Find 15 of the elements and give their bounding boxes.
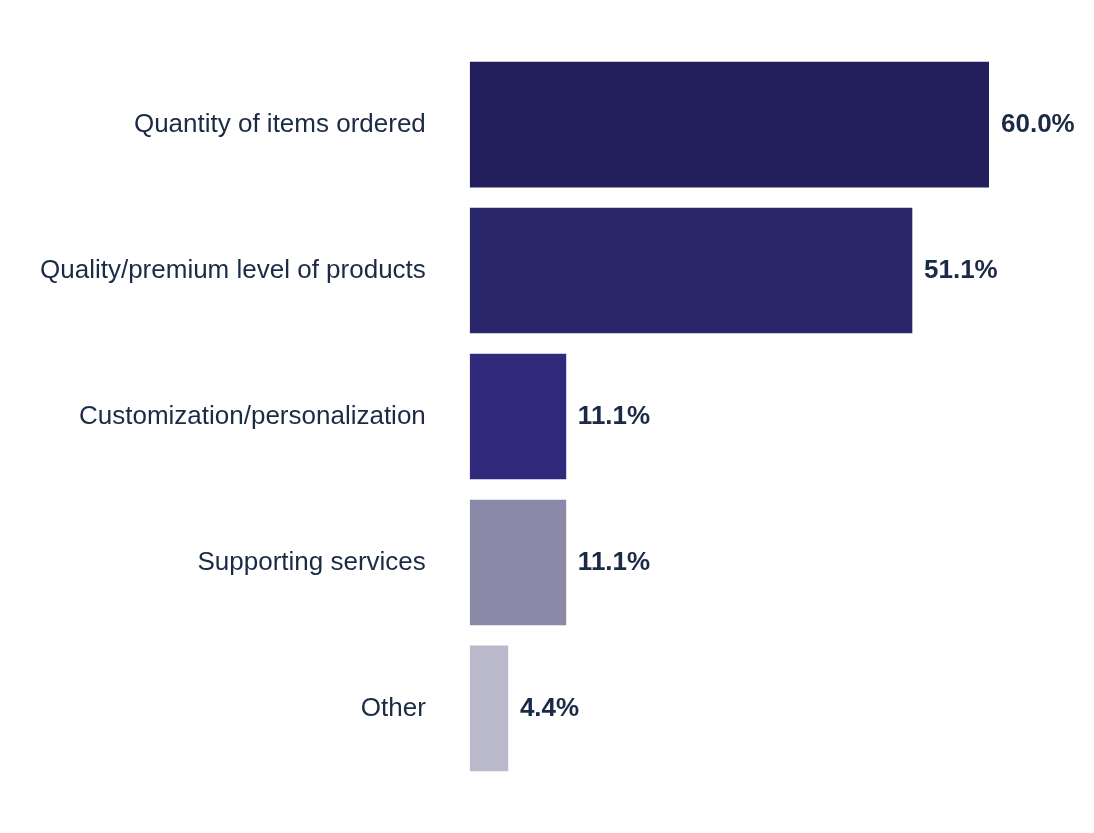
bar [469, 499, 567, 626]
y-tick-label: Supporting services [197, 545, 426, 576]
data-label: 60.0% [1001, 107, 1075, 138]
bar [469, 207, 913, 334]
bar [469, 353, 567, 480]
bar [469, 61, 989, 188]
data-label: 11.1% [577, 399, 651, 430]
y-tick-label: Customization/personalization [78, 399, 426, 430]
bar [469, 645, 509, 772]
y-tick-label: Other [360, 691, 427, 722]
y-tick-label: Quality/premium level of products [40, 253, 426, 284]
data-label: 11.1% [577, 545, 651, 576]
data-label: 4.4% [519, 691, 580, 722]
y-tick-label: Quantity of items ordered [133, 107, 426, 138]
data-label: 51.1% [923, 253, 998, 284]
